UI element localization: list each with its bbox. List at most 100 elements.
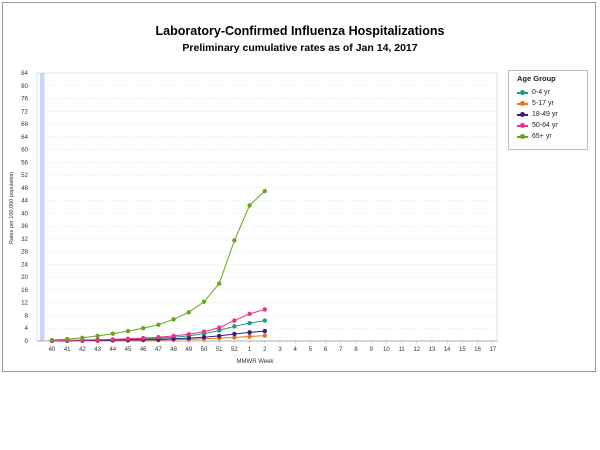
legend-entry: 50-64 yr: [509, 120, 587, 131]
y-tick-label: 44: [21, 198, 28, 205]
x-tick-label: 51: [216, 347, 223, 353]
x-tick-label: 17: [489, 347, 496, 353]
x-tick-label: 49: [185, 347, 192, 353]
x-tick-label: 14: [444, 347, 451, 353]
data-point: [201, 334, 207, 340]
y-tick-label: 48: [21, 185, 28, 192]
y-tick-label: 20: [21, 274, 28, 281]
data-point: [141, 326, 146, 331]
data-point: [80, 335, 85, 341]
data-point: [262, 307, 267, 312]
legend-swatch: [517, 112, 528, 117]
data-point: [232, 238, 237, 243]
data-point: [201, 299, 207, 304]
data-point: [232, 331, 237, 337]
chart-title: Laboratory-Confirmed Influenza Hospitali…: [155, 24, 445, 38]
y-tick-label: 56: [21, 159, 28, 166]
data-point: [217, 281, 222, 286]
data-point: [201, 329, 207, 334]
x-tick-label: 41: [64, 347, 71, 353]
legend-label: 50-64 yr: [532, 122, 558, 129]
x-tick-label: 45: [125, 347, 132, 353]
data-point: [171, 333, 176, 339]
chart-subtitle: Preliminary cumulative rates as of Jan 1…: [182, 42, 418, 54]
legend-entry: 5-17 yr: [509, 98, 587, 109]
x-tick-label: 48: [170, 347, 177, 353]
x-tick-label: 1: [248, 347, 252, 353]
legend-label: 65+ yr: [532, 133, 552, 140]
data-point: [171, 317, 176, 322]
data-point: [110, 331, 116, 336]
x-tick-label: 13: [429, 347, 436, 353]
x-tick-label: 12: [413, 347, 420, 353]
y-tick-label: 24: [21, 261, 28, 268]
x-tick-label: 5: [309, 347, 313, 353]
gridlines: [36, 72, 498, 342]
x-tick-label: 16: [474, 347, 481, 353]
axes: 0481216202428323640444852566064687276808…: [21, 70, 497, 353]
legend: Age Group 0-4 yr 5-17 yr 18-49 yr 50-64 yr 6…: [508, 70, 588, 150]
y-tick-label: 76: [21, 96, 28, 103]
y-axis-label: Rates per 100,000 population: [9, 172, 15, 244]
data-point: [247, 320, 252, 326]
legend-label: 18-49 yr: [532, 111, 558, 118]
x-tick-label: 4: [294, 347, 298, 353]
y-tick-label: 80: [21, 83, 28, 90]
y-tick-label: 84: [21, 70, 28, 77]
data-point: [49, 337, 55, 343]
y-tick-label: 28: [21, 249, 28, 256]
data-point: [141, 335, 146, 341]
data-point: [186, 332, 191, 337]
data-point: [247, 334, 252, 339]
y-tick-label: 4: [25, 325, 29, 332]
legend-swatch: [517, 134, 528, 139]
y-tick-label: 16: [21, 287, 28, 294]
legend-swatch: [517, 123, 528, 128]
x-tick-label: 15: [459, 347, 466, 353]
x-tick-label: 47: [155, 347, 162, 353]
data-point: [247, 330, 252, 335]
x-tick-label: 40: [49, 347, 56, 353]
legend-entry: 0-4 yr: [509, 87, 587, 98]
x-tick-label: 50: [201, 347, 208, 353]
data-point: [65, 336, 70, 342]
series-65-yr: [49, 188, 267, 343]
x-tick-label: 42: [79, 347, 86, 353]
data-point: [232, 318, 237, 323]
x-tick-label: 7: [339, 347, 343, 353]
y-tick-label: 0: [25, 338, 29, 345]
x-tick-label: 43: [94, 347, 101, 353]
x-tick-label: 2: [263, 347, 267, 353]
x-axis-label: MMWR Week: [237, 359, 275, 365]
x-tick-label: 10: [383, 347, 390, 353]
data-point: [125, 328, 131, 334]
legend-swatch: [517, 101, 528, 106]
data-point: [186, 335, 191, 341]
y-tick-label: 40: [21, 210, 28, 217]
x-tick-label: 11: [398, 347, 405, 353]
data-point: [247, 311, 252, 317]
y-tick-label: 68: [21, 121, 28, 128]
x-tick-label: 44: [109, 347, 116, 353]
legend-entry: 65+ yr: [509, 131, 587, 142]
current-season-band: [40, 73, 45, 341]
data-point: [232, 324, 237, 329]
y-tick-label: 60: [21, 147, 28, 154]
data-point: [95, 337, 100, 342]
series-lines: [49, 188, 267, 344]
legend-entries: 0-4 yr 5-17 yr 18-49 yr 50-64 yr 65+ yr: [509, 87, 587, 142]
y-tick-label: 32: [21, 236, 28, 243]
y-tick-label: 12: [21, 300, 28, 307]
data-point: [156, 334, 161, 340]
legend-entry: 18-49 yr: [509, 109, 587, 120]
data-point: [217, 333, 222, 339]
data-point: [232, 335, 237, 340]
x-tick-label: 3: [278, 347, 282, 353]
x-tick-label: 8: [354, 347, 358, 353]
legend-swatch: [517, 90, 528, 95]
legend-label: 5-17 yr: [532, 100, 554, 107]
data-point: [262, 188, 267, 194]
x-tick-label: 46: [140, 347, 147, 353]
data-point: [262, 328, 267, 334]
